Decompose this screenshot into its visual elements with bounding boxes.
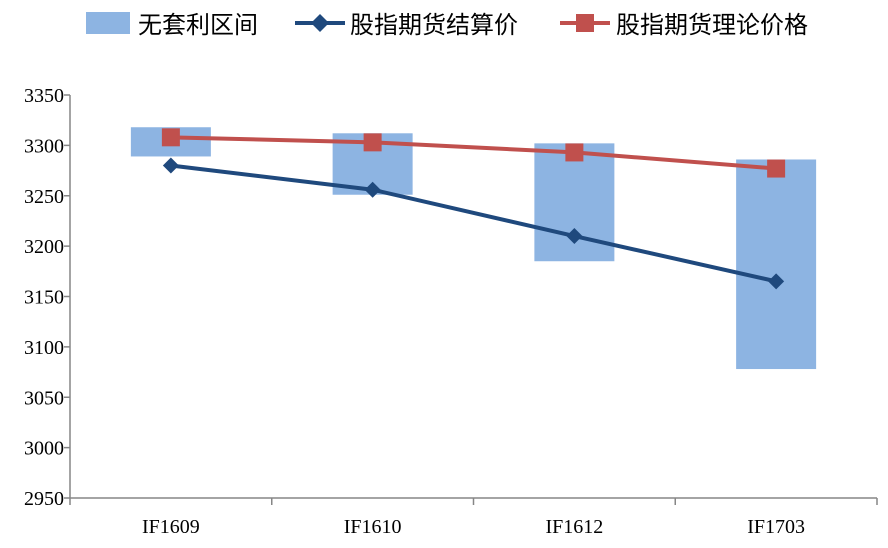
theoretical-point-IF1610 xyxy=(363,133,382,152)
range-bar-IF1703 xyxy=(736,159,817,370)
y-tick-label: 2950 xyxy=(24,488,64,510)
settlement-point-IF1610 xyxy=(364,181,381,198)
settlement-point-IF1703 xyxy=(768,273,785,290)
theoretical-point-IF1609 xyxy=(161,128,180,147)
y-tick-label: 3200 xyxy=(24,236,64,258)
x-tick-label: IF1612 xyxy=(545,516,603,538)
legend: 无套利区间 股指期货结算价 股指期货理论价格 xyxy=(86,11,808,39)
series-line-theoretical xyxy=(170,135,777,171)
theoretical-point-IF1703 xyxy=(767,159,786,178)
y-tick-label: 3350 xyxy=(24,85,64,107)
y-tick-label: 3300 xyxy=(24,135,64,157)
settlement-point-IF1609 xyxy=(162,157,179,174)
y-tick-label: 3000 xyxy=(24,438,64,460)
plot-area: 2950 3000 3050 3100 3150 3200 3250 3300 3350 IF16… xyxy=(24,85,878,538)
y-tick-label: 3250 xyxy=(24,186,64,208)
legend-label-range: 无套利区间 xyxy=(138,11,258,39)
legend-label-settlement: 股指期货结算价 xyxy=(350,11,518,39)
y-tick-label: 3100 xyxy=(24,337,64,359)
legend-label-theoretical: 股指期货理论价格 xyxy=(616,11,808,39)
y-tick-label: 3050 xyxy=(24,387,64,409)
legend-marker-theoretical xyxy=(576,14,594,32)
x-tick-label: IF1609 xyxy=(142,516,200,538)
x-tick-label: IF1703 xyxy=(747,516,805,538)
legend-marker-settlement xyxy=(311,14,329,32)
series-line-settlement xyxy=(170,163,777,284)
settlement-point-IF1612 xyxy=(566,228,583,245)
legend-swatch-range xyxy=(86,12,130,34)
y-tick-label: 3150 xyxy=(24,287,64,309)
x-tick-label: IF1610 xyxy=(344,516,402,538)
theoretical-point-IF1612 xyxy=(565,143,584,162)
